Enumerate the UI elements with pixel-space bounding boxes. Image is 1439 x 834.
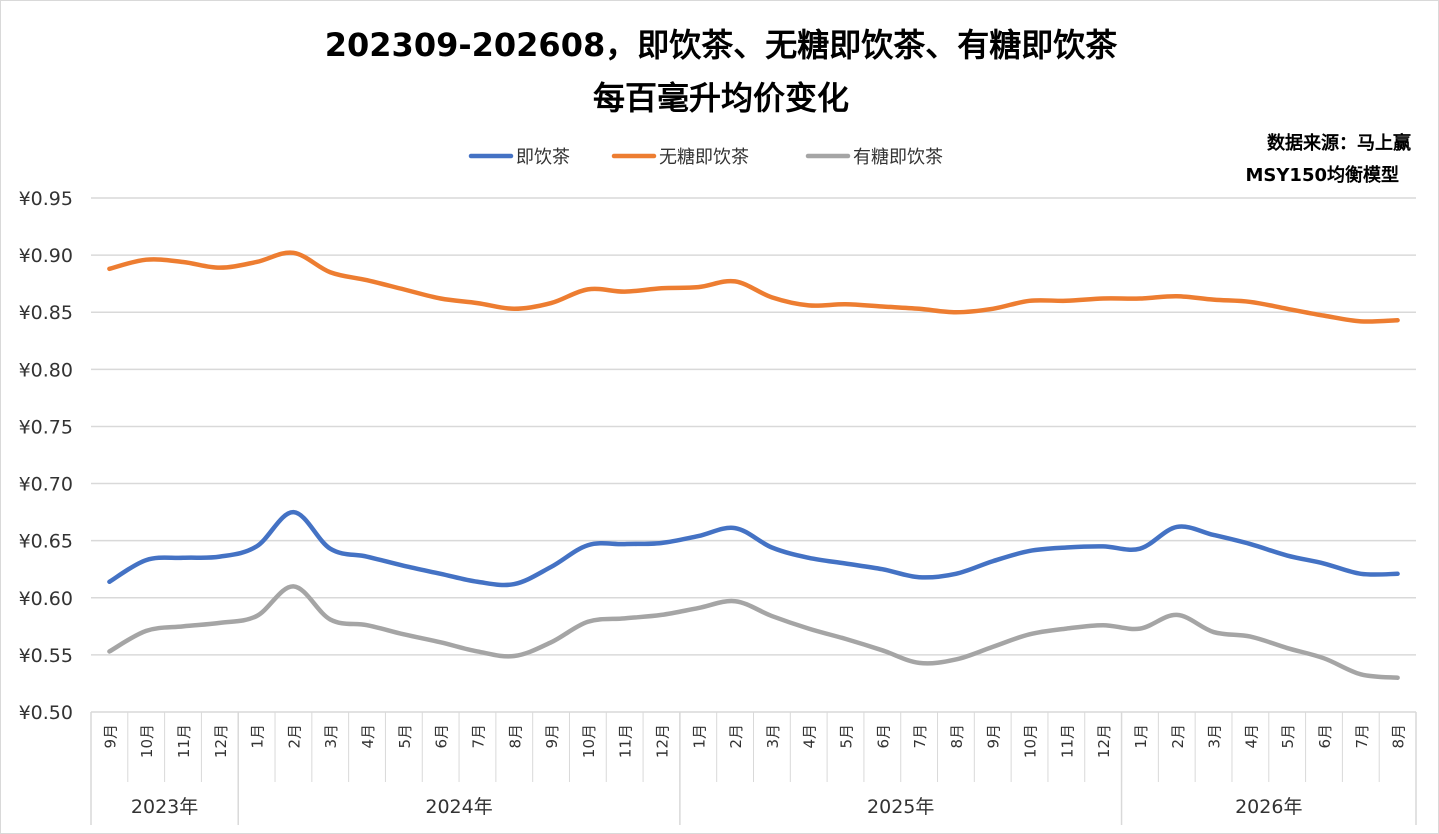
x-tick-label: 2月 bbox=[1169, 724, 1187, 749]
x-tick-label: 9月 bbox=[101, 724, 119, 749]
x-tick-label: 11月 bbox=[617, 724, 635, 758]
x-axis: 9月 10月 11月 12月 1月 2月 3月 4月 5月 6月 7月 8月 9月 10月 11月 12月 1月… bbox=[90, 712, 1417, 825]
x-tick-label: 8月 bbox=[506, 724, 524, 749]
year-label: 2025年 bbox=[867, 796, 934, 818]
y-tick-label: ¥0.70 bbox=[19, 474, 73, 496]
x-tick-label: 3月 bbox=[1206, 724, 1224, 749]
x-tick-label: 12月 bbox=[653, 724, 671, 758]
y-tick-label: ¥0.60 bbox=[19, 588, 73, 610]
year-label: 2023年 bbox=[131, 796, 198, 818]
chart-title-line-1: 202309-202608，即饮茶、无糖即饮茶、有糖即饮茶 bbox=[325, 26, 1118, 64]
x-tick-label: 9月 bbox=[543, 724, 561, 749]
series-line-youtang bbox=[107, 584, 1400, 680]
legend-label: 无糖即饮茶 bbox=[659, 147, 749, 168]
x-tick-label: 5月 bbox=[838, 724, 856, 749]
x-tick-label: 6月 bbox=[874, 724, 892, 749]
legend-item-jiyincha: 即饮茶 bbox=[468, 147, 570, 168]
x-tick-label: 12月 bbox=[1095, 724, 1113, 758]
x-tick-label: 4月 bbox=[359, 724, 377, 749]
y-tick-label: ¥0.50 bbox=[19, 702, 73, 724]
y-tick-label: ¥0.55 bbox=[19, 645, 73, 667]
x-tick-label: 2月 bbox=[727, 724, 745, 749]
x-tick-label: 10月 bbox=[138, 724, 156, 758]
series-line-jiyincha bbox=[107, 509, 1400, 588]
x-tick-label: 1月 bbox=[249, 724, 267, 749]
y-tick-label: ¥0.95 bbox=[19, 188, 73, 210]
y-axis: ¥0.95 ¥0.90 ¥0.85 ¥0.80 ¥0.75 ¥0.70 ¥0.65 ¥0.60… bbox=[19, 188, 73, 724]
x-tick-label: 6月 bbox=[1316, 724, 1334, 749]
y-tick-label: ¥0.90 bbox=[19, 245, 73, 267]
x-tick-label: 10月 bbox=[1022, 724, 1040, 758]
x-tick-label: 8月 bbox=[948, 724, 966, 749]
data-source-line-1: 数据来源：马上赢 bbox=[1267, 132, 1411, 154]
year-label: 2024年 bbox=[425, 796, 492, 818]
year-label: 2026年 bbox=[1235, 796, 1302, 818]
legend-item-wutang: 无糖即饮茶 bbox=[611, 147, 749, 168]
x-tick-label: 4月 bbox=[1242, 724, 1260, 749]
y-tick-label: ¥0.75 bbox=[19, 416, 73, 438]
x-tick-label: 1月 bbox=[1132, 724, 1150, 749]
legend-label: 即饮茶 bbox=[516, 147, 570, 168]
x-tick-label: 2月 bbox=[285, 724, 303, 749]
series-line-wutang bbox=[107, 250, 1400, 324]
x-tick-label: 1月 bbox=[690, 724, 708, 749]
series-lines bbox=[107, 250, 1400, 680]
legend: 即饮茶 无糖即饮茶 有糖即饮茶 bbox=[468, 147, 943, 168]
x-tick-label: 11月 bbox=[1058, 724, 1076, 758]
x-tick-label: 3月 bbox=[764, 724, 782, 749]
x-tick-label: 9月 bbox=[985, 724, 1003, 749]
x-tick-label: 5月 bbox=[1279, 724, 1297, 749]
x-tick-label: 7月 bbox=[469, 724, 487, 749]
x-tick-label: 12月 bbox=[212, 724, 230, 758]
legend-item-youtang: 有糖即饮茶 bbox=[805, 147, 943, 168]
legend-label: 有糖即饮茶 bbox=[853, 147, 943, 168]
y-tick-label: ¥0.65 bbox=[19, 531, 73, 553]
y-tick-label: ¥0.85 bbox=[19, 302, 73, 324]
x-tick-label: 3月 bbox=[322, 724, 340, 749]
x-tick-label: 6月 bbox=[433, 724, 451, 749]
x-tick-label: 5月 bbox=[396, 724, 414, 749]
x-tick-label: 4月 bbox=[801, 724, 819, 749]
chart-title-line-2: 每百毫升均价变化 bbox=[593, 79, 849, 117]
x-tick-label: 11月 bbox=[175, 724, 193, 758]
x-tick-label: 7月 bbox=[911, 724, 929, 749]
x-tick-label: 7月 bbox=[1353, 724, 1371, 749]
x-tick-label: 8月 bbox=[1390, 724, 1408, 749]
y-tick-label: ¥0.80 bbox=[19, 359, 73, 381]
x-tick-label: 10月 bbox=[580, 724, 598, 758]
data-source-line-2: MSY150均衡模型 bbox=[1246, 164, 1399, 186]
